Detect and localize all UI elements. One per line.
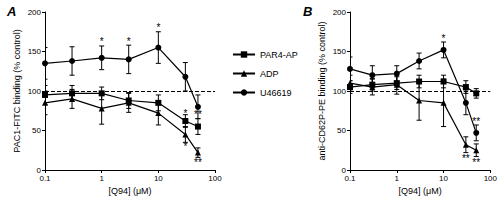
svg-text:PAC1-FITC binding (% control): PAC1-FITC binding (% control) — [12, 29, 22, 152]
svg-text:**: ** — [194, 157, 202, 168]
svg-text:10: 10 — [439, 174, 448, 183]
svg-text:*: * — [442, 33, 446, 44]
svg-text:*: * — [100, 36, 104, 47]
svg-text:*: * — [183, 141, 187, 152]
svg-text:[Q94] (μM): [Q94] (μM) — [399, 186, 442, 196]
svg-text:150: 150 — [333, 47, 347, 56]
svg-text:0.1: 0.1 — [344, 174, 356, 183]
svg-text:*: * — [183, 108, 187, 119]
svg-text:*: * — [156, 22, 160, 33]
svg-text:100: 100 — [208, 174, 222, 183]
svg-text:10: 10 — [154, 174, 163, 183]
svg-text:*: * — [127, 36, 131, 47]
svg-text:1: 1 — [395, 174, 400, 183]
svg-text:U46619: U46619 — [260, 88, 292, 98]
svg-text:**: ** — [194, 109, 202, 120]
svg-text:[Q94] (μM): [Q94] (μM) — [108, 186, 151, 196]
svg-text:100: 100 — [484, 174, 498, 183]
svg-text:PAR4-AP: PAR4-AP — [260, 50, 298, 60]
svg-text:0: 0 — [36, 165, 41, 175]
svg-text:200: 200 — [28, 8, 42, 17]
svg-text:A: A — [6, 4, 16, 19]
svg-text:100: 100 — [333, 87, 347, 96]
svg-text:1: 1 — [99, 174, 104, 183]
svg-text:B: B — [303, 4, 312, 19]
svg-text:0: 0 — [341, 165, 346, 175]
svg-text:anti-CD62P-PE binding (% contr: anti-CD62P-PE binding (% control) — [317, 21, 327, 160]
svg-text:**: ** — [462, 153, 470, 164]
svg-text:50: 50 — [32, 126, 41, 135]
svg-text:0.1: 0.1 — [39, 174, 51, 183]
svg-text:50: 50 — [337, 126, 346, 135]
svg-text:100: 100 — [28, 87, 42, 96]
svg-text:200: 200 — [333, 8, 347, 17]
svg-text:**: ** — [472, 116, 480, 127]
svg-text:**: ** — [472, 157, 480, 168]
svg-text:ADP: ADP — [260, 69, 279, 79]
svg-text:150: 150 — [28, 47, 42, 56]
